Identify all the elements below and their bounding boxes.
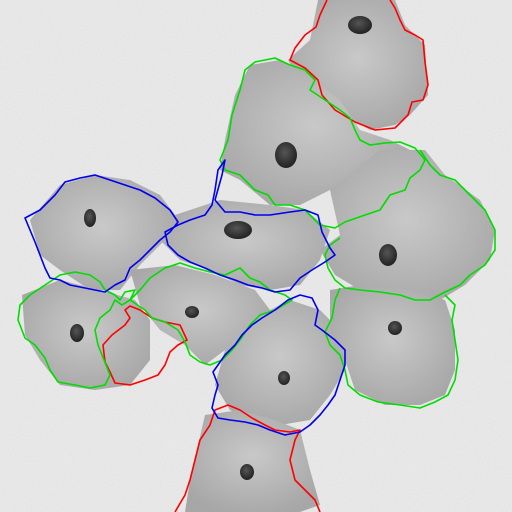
outline-lower-right — [324, 287, 459, 409]
nucleus-lower-right — [388, 321, 402, 335]
nuclei — [70, 16, 402, 480]
nucleus-lower-left — [70, 324, 84, 342]
outline-top-right — [289, 0, 429, 131]
cell-body-lower-left — [22, 280, 150, 390]
outline-bottom — [174, 404, 321, 512]
cell-body-lower-right — [330, 285, 455, 405]
nucleus-upper-center — [275, 142, 297, 168]
nucleus-lower-center — [278, 371, 290, 385]
nucleus-left — [84, 209, 96, 227]
nucleus-bottom — [240, 464, 254, 480]
outline-center — [164, 159, 336, 293]
nucleus-top-right — [348, 16, 372, 34]
cell-body-lower-center — [215, 300, 345, 425]
outline-upper-center — [219, 57, 426, 229]
cell-bodies — [22, 0, 495, 512]
cell-outlines — [17, 0, 496, 512]
outline-lower-center — [211, 294, 346, 436]
outline-left — [24, 174, 179, 293]
nucleus-middle-lower — [185, 306, 199, 318]
nucleus-right — [379, 244, 397, 266]
outline-lower-left — [17, 271, 136, 389]
nucleus-center — [224, 221, 252, 239]
cell-body-right — [320, 150, 495, 305]
outline-right — [324, 149, 496, 301]
